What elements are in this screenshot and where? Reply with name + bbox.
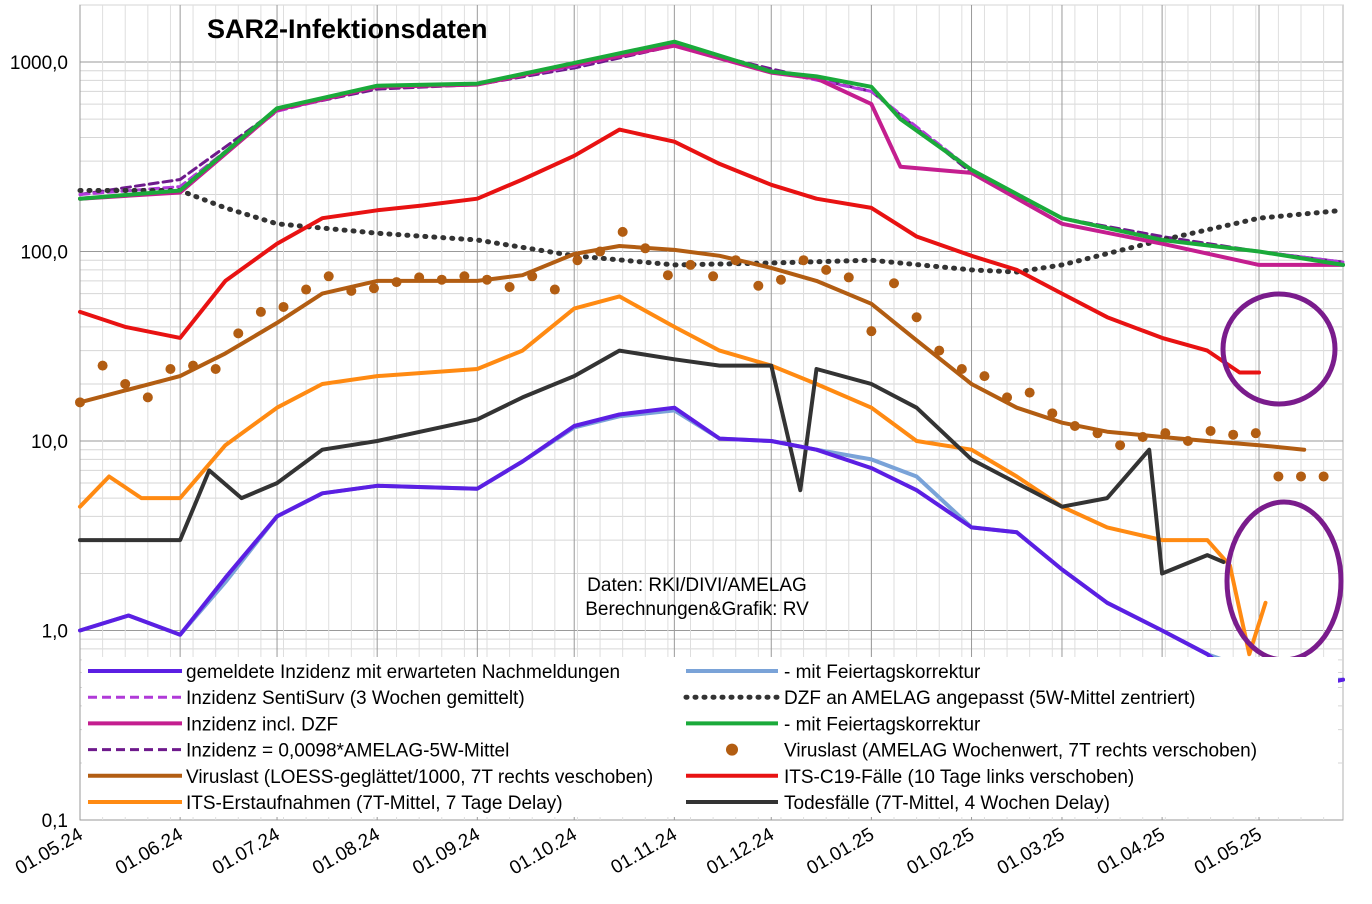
viruslast-marker (979, 371, 990, 382)
viruslast-marker (459, 271, 470, 282)
viruslast-marker (572, 255, 583, 266)
legend-label: - mit Feiertagskorrektur (784, 714, 981, 735)
series-line (77, 188, 1346, 275)
x-tick-label: 01.05.24 (12, 824, 87, 879)
viruslast-marker (1296, 471, 1307, 482)
source-note: Daten: RKI/DIVI/AMELAG (587, 575, 807, 596)
viruslast-marker (97, 360, 108, 371)
viruslast-marker (617, 226, 628, 237)
x-tick-label: 01.12.24 (703, 824, 778, 879)
viruslast-marker (1228, 429, 1239, 440)
legend-label: Inzidenz = 0,0098*AMELAG-5W-Mittel (186, 741, 509, 762)
viruslast-marker (233, 328, 244, 339)
y-tick-label: 0,1 (42, 811, 68, 832)
legend-label: Viruslast (AMELAG Wochenwert, 7T rechts … (784, 741, 1257, 762)
x-tick-label: 01.09.24 (409, 824, 484, 879)
x-tick-label: 01.03.25 (994, 824, 1069, 879)
highlight-circle (1220, 291, 1338, 407)
viruslast-marker (368, 283, 379, 294)
viruslast-marker (120, 378, 131, 389)
viruslast-marker (798, 255, 809, 266)
x-tick-label: 01.07.24 (209, 824, 284, 879)
x-tick-label: 01.02.25 (903, 824, 978, 879)
legend: gemeldete Inzidenz mit erwarteten Nachme… (82, 657, 1338, 817)
viruslast-marker (278, 301, 289, 312)
viruslast-marker (866, 326, 877, 337)
legend-label: gemeldete Inzidenz mit erwarteten Nachme… (186, 662, 620, 683)
viruslast-marker (1024, 387, 1035, 398)
viruslast-marker (1047, 408, 1058, 419)
viruslast-marker (956, 363, 967, 374)
viruslast-marker (165, 363, 176, 374)
legend-label: DZF an AMELAG angepasst (5W-Mittel zentr… (784, 688, 1195, 709)
viruslast-marker (911, 312, 922, 323)
viruslast-marker (1273, 471, 1284, 482)
x-tick-label: 01.01.25 (803, 824, 878, 879)
legend-label: Inzidenz SentiSurv (3 Wochen gemittelt) (186, 688, 525, 709)
series-line (78, 405, 1345, 699)
series-line (78, 39, 1345, 267)
viruslast-marker (255, 306, 266, 317)
viruslast-marker (821, 264, 832, 275)
x-tick-label: 01.10.24 (506, 824, 581, 879)
viruslast-marker (1205, 425, 1216, 436)
viruslast-marker (549, 284, 560, 295)
legend-label: - mit Feiertagskorrektur (784, 662, 981, 683)
viruslast-marker (323, 271, 334, 282)
chart-title: SAR2-Infektionsdaten (207, 14, 488, 44)
series-line (78, 294, 1268, 657)
legend-label: ITS-C19-Fälle (10 Tage links verschoben) (784, 767, 1134, 788)
viruslast-marker (685, 259, 696, 270)
y-tick-label: 1,0 (42, 622, 68, 643)
viruslast-marker (753, 280, 764, 291)
viruslast-marker (708, 271, 719, 282)
legend-label: Inzidenz incl. DZF (186, 714, 338, 735)
x-tick-label: 01.11.24 (608, 824, 682, 879)
y-tick-label: 100,0 (20, 243, 68, 264)
series-line (78, 348, 1226, 576)
x-tick-label: 01.08.24 (309, 824, 384, 879)
y-tick-label: 10,0 (31, 432, 68, 453)
viruslast-marker (210, 363, 221, 374)
series-group (75, 39, 1346, 699)
x-tick-label: 01.05.25 (1191, 824, 1266, 879)
legend-label: Viruslast (LOESS-geglättet/1000, 7T rech… (186, 767, 653, 788)
viruslast-marker (843, 272, 854, 283)
viruslast-marker (1318, 471, 1329, 482)
legend-label: ITS-Erstaufnahmen (7T-Mittel, 7 Tage Del… (186, 793, 563, 814)
viruslast-marker (142, 392, 153, 403)
series-line (78, 244, 1307, 452)
viruslast-marker (1115, 440, 1126, 451)
y-tick-label: 1000,0 (10, 53, 68, 74)
viruslast-marker (504, 281, 515, 292)
viruslast-marker (775, 274, 786, 285)
viruslast-marker (1250, 428, 1261, 439)
x-tick-label: 01.06.24 (112, 824, 187, 879)
legend-background (82, 657, 1338, 817)
viruslast-marker (934, 345, 945, 356)
viruslast-marker (662, 270, 673, 281)
legend-label: Todesfälle (7T-Mittel, 4 Wochen Delay) (784, 793, 1110, 814)
author-note: Berechnungen&Grafik: RV (585, 599, 809, 620)
legend-marker (726, 743, 738, 756)
x-tick-label: 01.04.25 (1094, 824, 1169, 879)
viruslast-marker (889, 278, 900, 289)
viruslast-marker (301, 284, 312, 295)
series-line (78, 127, 1261, 375)
